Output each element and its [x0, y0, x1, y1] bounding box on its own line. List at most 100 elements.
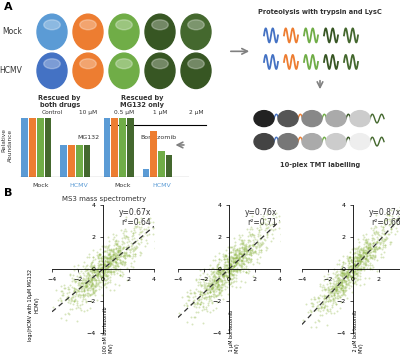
- Point: [193, 309, 199, 314]
- Point: [331, 266, 338, 272]
- Point: [250, 241, 256, 247]
- Point: [120, 230, 127, 236]
- Point: [118, 251, 124, 257]
- Point: [100, 267, 106, 272]
- Point: [362, 243, 369, 249]
- Point: [75, 288, 82, 294]
- Point: [331, 310, 337, 316]
- Point: [224, 284, 230, 289]
- Point: [88, 282, 94, 288]
- Point: [226, 281, 232, 287]
- Point: [240, 246, 246, 252]
- Point: [232, 268, 238, 274]
- Point: [237, 254, 243, 259]
- Point: [333, 282, 339, 287]
- Point: [249, 226, 255, 232]
- Point: [360, 265, 366, 271]
- Point: [214, 299, 220, 304]
- Point: [234, 260, 241, 266]
- Point: [101, 261, 108, 267]
- Point: [181, 303, 187, 308]
- Point: [334, 261, 340, 267]
- Point: [116, 243, 123, 249]
- Point: [226, 275, 232, 281]
- Point: [208, 285, 215, 291]
- Point: [352, 264, 359, 270]
- Point: [214, 284, 220, 289]
- Point: [115, 247, 121, 253]
- Point: [110, 264, 117, 270]
- Point: [332, 302, 339, 307]
- Point: [321, 304, 328, 310]
- Point: [84, 275, 91, 281]
- Point: [232, 247, 238, 252]
- Point: [98, 284, 104, 290]
- Point: [342, 278, 348, 284]
- Point: [90, 286, 96, 291]
- Point: [372, 212, 379, 218]
- Point: [116, 249, 122, 254]
- Point: [216, 278, 223, 284]
- Ellipse shape: [109, 53, 139, 88]
- Point: [102, 266, 109, 271]
- Point: [216, 250, 222, 256]
- Point: [78, 283, 84, 289]
- Point: [86, 291, 92, 297]
- Point: [227, 249, 233, 255]
- Point: [143, 237, 150, 242]
- Point: [341, 267, 348, 273]
- Point: [133, 224, 140, 229]
- Point: [113, 254, 120, 259]
- Point: [214, 270, 221, 276]
- Point: [375, 231, 382, 237]
- Ellipse shape: [37, 53, 67, 88]
- Point: [118, 250, 124, 256]
- Point: [133, 245, 140, 251]
- Point: [89, 277, 96, 283]
- Point: [214, 261, 221, 267]
- Point: [354, 254, 360, 259]
- Point: [345, 282, 352, 288]
- Point: [228, 249, 234, 255]
- Point: [233, 252, 239, 258]
- Point: [357, 249, 364, 255]
- Point: [269, 232, 276, 237]
- Point: [350, 268, 356, 273]
- Point: [255, 234, 261, 239]
- Point: [53, 287, 59, 293]
- Point: [222, 269, 228, 275]
- Point: [364, 252, 370, 258]
- Point: [344, 296, 350, 301]
- Point: [328, 292, 334, 297]
- Point: [332, 274, 338, 280]
- Point: [357, 246, 364, 252]
- Point: [321, 295, 327, 301]
- Point: [101, 277, 107, 282]
- Point: [210, 271, 217, 277]
- Point: [342, 260, 348, 266]
- Point: [90, 275, 97, 281]
- Point: [215, 277, 222, 282]
- Point: [356, 266, 363, 271]
- Point: [228, 262, 234, 268]
- Ellipse shape: [145, 53, 175, 88]
- Point: [232, 250, 238, 256]
- Bar: [29, 118, 36, 177]
- Point: [374, 229, 381, 235]
- Point: [219, 273, 225, 279]
- Point: [367, 252, 373, 258]
- Point: [244, 248, 250, 254]
- Point: [216, 264, 223, 270]
- Point: [349, 266, 355, 272]
- Point: [353, 254, 360, 260]
- Point: [214, 286, 220, 292]
- Point: [208, 271, 214, 277]
- Point: [196, 276, 202, 282]
- Point: [243, 255, 249, 260]
- Point: [121, 256, 128, 261]
- Point: [232, 262, 238, 268]
- Point: [116, 247, 122, 253]
- Point: [205, 280, 212, 285]
- Point: [113, 237, 119, 243]
- Point: [331, 278, 337, 284]
